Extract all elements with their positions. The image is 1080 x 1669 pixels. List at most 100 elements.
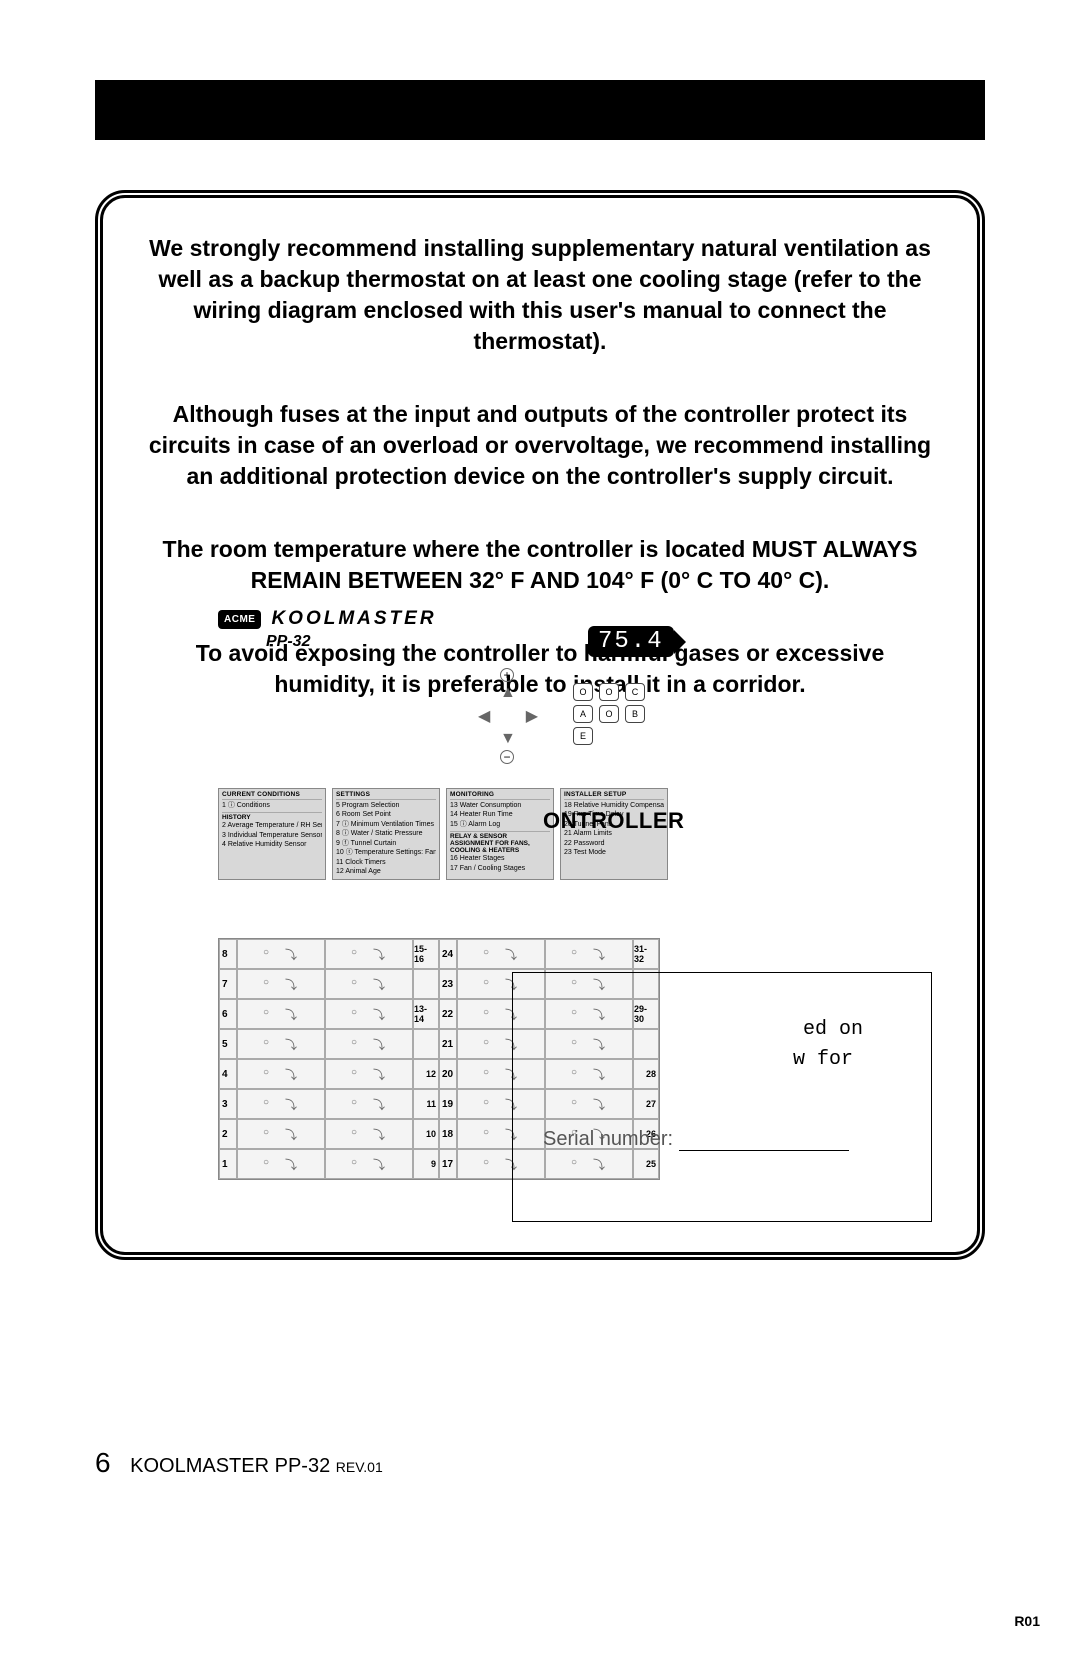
info-row: 23 Test Mode <box>564 848 664 857</box>
info-row: 7 ⓘ Minimum Ventilation Times <box>336 820 436 829</box>
terminal-num: 20 <box>439 1059 457 1089</box>
terminal-num: 5 <box>219 1029 237 1059</box>
serial-number-box: ed on w for Serial number: <box>512 972 932 1222</box>
terminal-num: 10 <box>413 1119 439 1149</box>
terminal-switch <box>325 1119 413 1149</box>
terminal-switch <box>237 1089 325 1119</box>
info-subheader: Relay & Sensor Assignment for Fans, Cool… <box>450 831 550 854</box>
info-row: 11 Clock Timers <box>336 858 436 867</box>
info-subheader: History <box>222 812 322 821</box>
footer-product: KOOLMASTER PP-32 <box>130 1455 330 1477</box>
controller-panel-illustration: ACME KOOLMASTER PP-32 75.4 + ▲ ◀ ▶ ▼ − O… <box>218 608 718 663</box>
info-row: 15 ⓘ Alarm Log <box>450 820 550 829</box>
terminal-num: 24 <box>439 939 457 969</box>
info-col-conditions: Current Conditions 1 ⓘ Conditions Histor… <box>218 788 326 880</box>
terminal-num: 31-32 <box>633 939 659 969</box>
brand-badge: ACME <box>218 610 261 629</box>
info-header: Settings <box>336 791 436 800</box>
info-row: 8 ⓘ Water / Static Pressure <box>336 829 436 838</box>
terminal-switch <box>545 939 633 969</box>
info-row: 22 Password <box>564 839 664 848</box>
terminal-num: 23 <box>439 969 457 999</box>
terminal-num: 4 <box>219 1059 237 1089</box>
warning-paragraph-2: Although fuses at the input and outputs … <box>143 399 937 492</box>
left-arrow-icon: ◀ <box>478 706 490 726</box>
terminal-switch <box>325 999 413 1029</box>
panel-button: O <box>573 683 593 701</box>
info-row: 1 ⓘ Conditions <box>222 801 322 810</box>
serial-number-label: Serial number: <box>543 1128 849 1151</box>
terminal-num: 2 <box>219 1119 237 1149</box>
panel-button: C <box>625 683 645 701</box>
text-fragment: ed on <box>803 1018 863 1041</box>
info-col-settings: Settings 5 Program Selection 6 Room Set … <box>332 788 440 880</box>
terminal-switch <box>325 939 413 969</box>
info-row: 2 Average Temperature / RH Sensors <box>222 821 322 830</box>
info-row: 4 Relative Humidity Sensor <box>222 840 322 849</box>
info-col-monitoring: Monitoring 13 Water Consumption 14 Heate… <box>446 788 554 880</box>
terminal-num: 6 <box>219 999 237 1029</box>
terminal-num: 22 <box>439 999 457 1029</box>
terminal-num <box>413 1029 439 1059</box>
info-row: 13 Water Consumption <box>450 801 550 810</box>
terminal-switch <box>237 999 325 1029</box>
terminal-num: 1 <box>219 1149 237 1179</box>
info-row: 6 Room Set Point <box>336 810 436 819</box>
terminal-switch <box>325 1029 413 1059</box>
info-header: Monitoring <box>450 791 550 800</box>
page-footer: 6 KOOLMASTER PP-32 REV.01 <box>95 1447 383 1479</box>
footer-revision: REV.01 <box>336 1459 383 1475</box>
document-page: We strongly recommend installing supplem… <box>0 0 1080 1669</box>
terminal-num: 3 <box>219 1089 237 1119</box>
warning-frame: We strongly recommend installing supplem… <box>95 190 985 1260</box>
down-arrow-icon: ▼ <box>500 730 516 748</box>
terminal-switch <box>325 1059 413 1089</box>
terminal-switch <box>237 969 325 999</box>
info-row: 12 Animal Age <box>336 867 436 876</box>
serial-underline <box>679 1150 849 1151</box>
minus-icon: − <box>500 750 514 764</box>
controller-label-fragment: ONTROLLER <box>543 808 684 834</box>
terminal-num: 17 <box>439 1149 457 1179</box>
terminal-switch <box>237 1059 325 1089</box>
terminal-switch <box>237 1119 325 1149</box>
info-row: 10 ⓣ Temperature Settings: Fans / Coolin… <box>336 848 436 857</box>
corner-code: R01 <box>1014 1613 1040 1629</box>
terminal-num: 11 <box>413 1089 439 1119</box>
panel-button: A <box>573 705 593 723</box>
button-cluster: O O C A O B E <box>573 683 647 745</box>
terminal-num: 8 <box>219 939 237 969</box>
info-row: 14 Heater Run Time <box>450 810 550 819</box>
plus-icon: + <box>500 668 514 682</box>
warning-paragraph-1: We strongly recommend installing supplem… <box>143 233 937 357</box>
panel-button: O <box>599 705 619 723</box>
info-row: 9 ⓕ Tunnel Curtain <box>336 839 436 848</box>
terminal-switch <box>237 1149 325 1179</box>
terminal-num <box>413 969 439 999</box>
lcd-display: 75.4 <box>588 626 674 657</box>
info-header: Installer Setup <box>564 791 664 800</box>
terminal-num: 9 <box>413 1149 439 1179</box>
terminal-num: 19 <box>439 1089 457 1119</box>
terminal-num: 15-16 <box>413 939 439 969</box>
terminal-switch <box>325 1149 413 1179</box>
terminal-num: 7 <box>219 969 237 999</box>
panel-button: O <box>599 683 619 701</box>
brand-title: KOOLMASTER <box>271 608 436 630</box>
dpad-control: + ▲ ◀ ▶ ▼ − <box>478 686 538 746</box>
serial-label-text: Serial number: <box>543 1128 673 1150</box>
page-number: 6 <box>95 1447 111 1478</box>
info-row: 3 Individual Temperature Sensors <box>222 831 322 840</box>
terminal-num: 12 <box>413 1059 439 1089</box>
terminal-num: 21 <box>439 1029 457 1059</box>
info-header: Current Conditions <box>222 791 322 800</box>
panel-button: E <box>573 727 593 745</box>
terminal-switch <box>237 1029 325 1059</box>
text-fragment: w for <box>793 1048 853 1071</box>
info-row: 16 Heater Stages <box>450 854 550 863</box>
terminal-switch <box>237 939 325 969</box>
right-arrow-icon: ▶ <box>526 706 538 726</box>
panel-button: B <box>625 705 645 723</box>
terminal-switch <box>325 1089 413 1119</box>
header-black-bar <box>95 80 985 140</box>
